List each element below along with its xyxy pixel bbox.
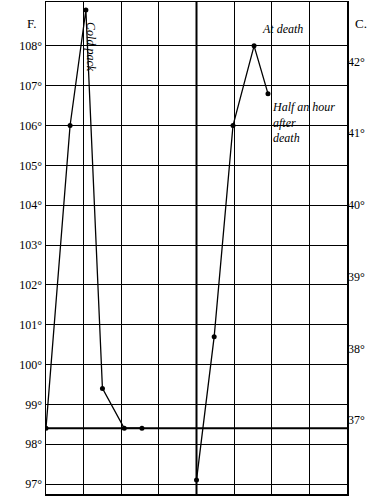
svg-text:42°: 42°	[348, 55, 365, 69]
svg-text:99°: 99°	[25, 398, 42, 412]
svg-text:C.: C.	[355, 16, 367, 31]
svg-text:105°: 105°	[19, 159, 42, 173]
svg-text:39°: 39°	[348, 270, 365, 284]
svg-text:F.: F.	[27, 16, 36, 31]
svg-text:106°: 106°	[19, 119, 42, 133]
svg-text:37°: 37°	[348, 413, 365, 427]
svg-text:101°: 101°	[19, 318, 42, 332]
svg-text:41°: 41°	[348, 126, 365, 140]
svg-text:104°: 104°	[19, 198, 42, 212]
svg-text:97°: 97°	[25, 477, 42, 491]
svg-text:102°: 102°	[19, 278, 42, 292]
svg-text:Cold pack: Cold pack	[84, 22, 98, 72]
svg-text:108°: 108°	[19, 39, 42, 53]
svg-text:40°: 40°	[348, 198, 365, 212]
svg-text:At death: At death	[262, 22, 303, 36]
svg-text:107°: 107°	[19, 79, 42, 93]
svg-text:98°: 98°	[25, 437, 42, 451]
svg-text:103°: 103°	[19, 238, 42, 252]
svg-text:100°: 100°	[19, 358, 42, 372]
svg-text:Half an hourafterdeath: Half an hourafterdeath	[272, 100, 335, 145]
svg-text:38°: 38°	[348, 342, 365, 356]
